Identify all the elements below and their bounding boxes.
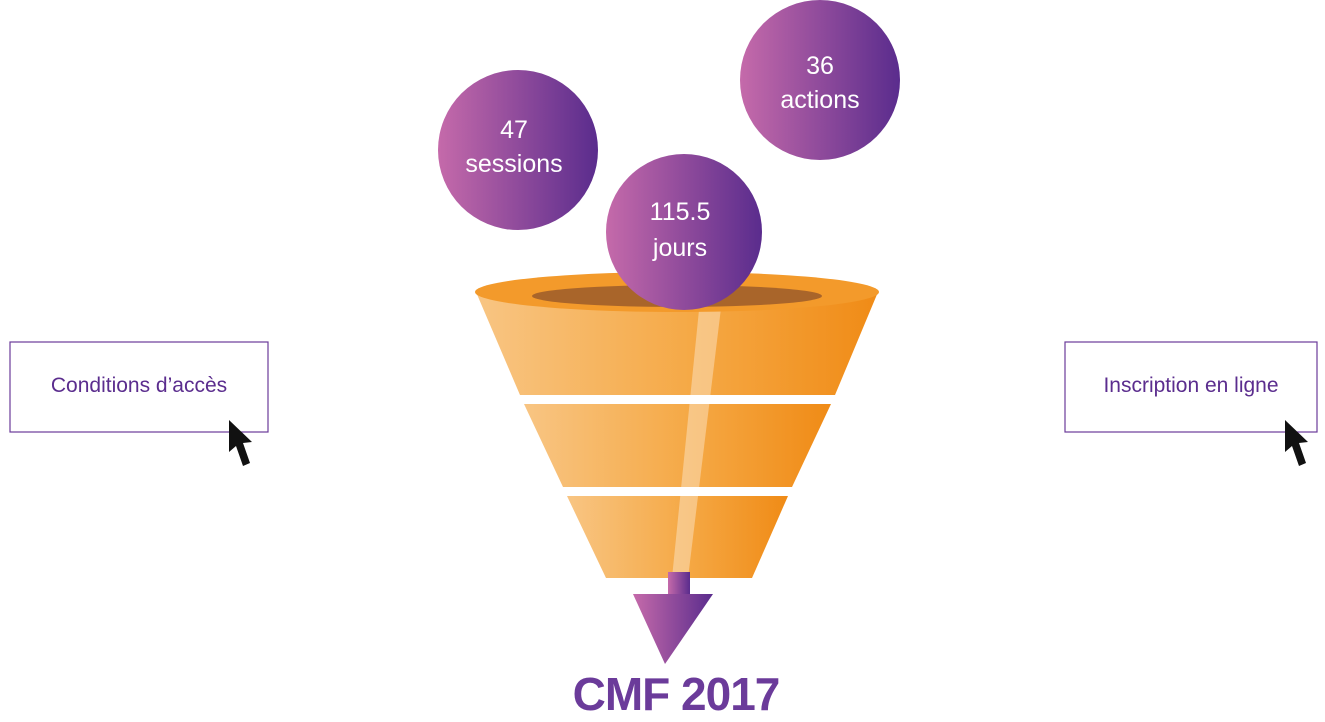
bubble-value: 36: [806, 52, 834, 80]
bubble-value: 115.5: [650, 198, 711, 226]
bubble-label: actions: [780, 86, 859, 114]
funnel: [475, 272, 879, 578]
bubble-label: sessions: [465, 150, 562, 178]
bubble: 115.5 jours: [606, 154, 762, 310]
page: CMF 2017 {"bubbles": [ {"value": 47, "la…: [0, 0, 1325, 722]
button-label: Inscription en ligne: [1103, 374, 1278, 397]
title: CMF 2017: [573, 668, 780, 720]
bubble-circle: [606, 154, 762, 310]
bubble-label: jours: [652, 234, 707, 262]
funnel-band: [524, 404, 831, 487]
infographic: Conditions d’accès Inscription en ligne …: [0, 0, 1325, 722]
down-arrow: [633, 572, 713, 664]
button-label: Conditions d’accès: [51, 374, 227, 397]
arrow-head: [633, 594, 713, 664]
body: Conditions d’accès Inscription en ligne …: [0, 0, 1325, 722]
bubble: 47 sessions: [438, 70, 598, 230]
inscription-button[interactable]: Inscription en ligne: [1065, 342, 1317, 466]
bubble-circle: [740, 0, 900, 160]
bubble: 36 actions: [740, 0, 900, 160]
conditions-button[interactable]: Conditions d’accès: [10, 342, 268, 466]
bubble-value: 47: [500, 116, 528, 144]
